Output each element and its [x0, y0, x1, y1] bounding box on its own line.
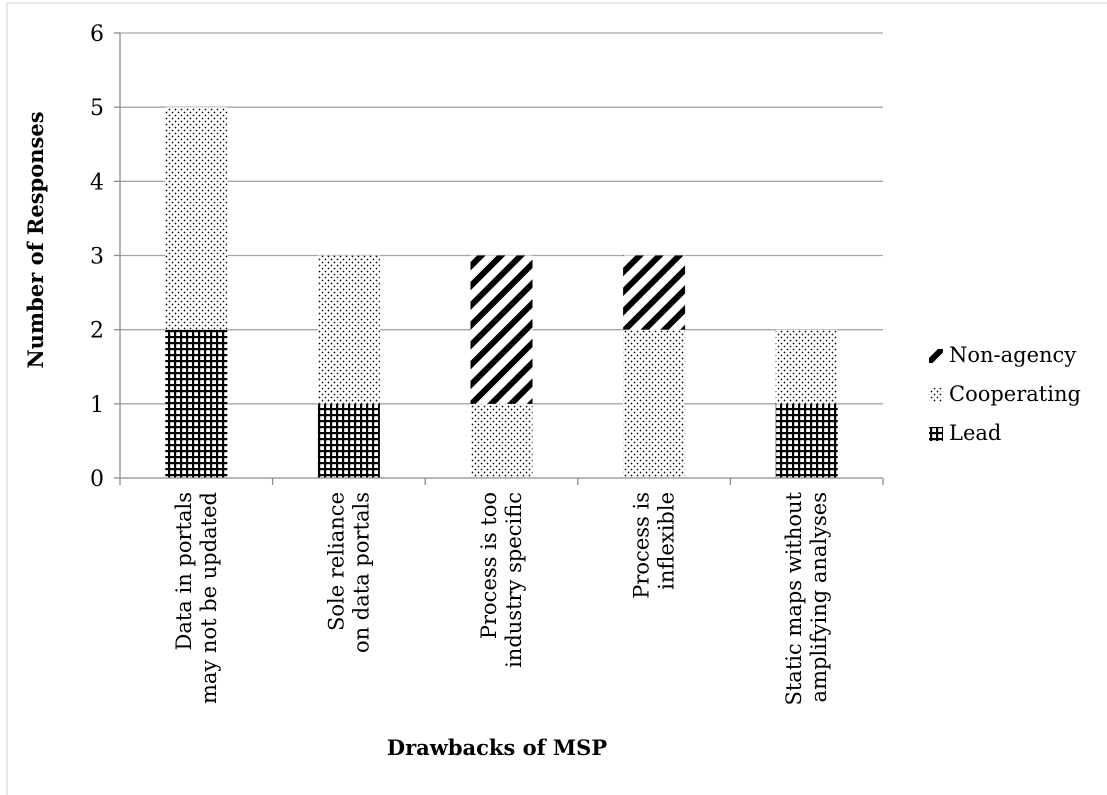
x-tick-label: inflexible: [655, 492, 679, 590]
bar-segment-lead: [775, 403, 838, 478]
y-tick-label: 6: [90, 22, 104, 47]
x-tick-label: on data portals: [349, 492, 373, 653]
x-tick-labels: Data in portals may not be updated Sole re…: [172, 491, 831, 705]
y-tick-labels: 0 1 2 3 4 5 6: [90, 22, 104, 492]
bar-segment-cooperating: [165, 107, 228, 330]
x-tick-label: Static maps without: [782, 491, 806, 705]
bar-segment-cooperating: [775, 329, 838, 404]
legend-swatch-lead: [929, 427, 943, 441]
x-axis-label: Drawbacks of MSP: [387, 735, 607, 760]
bar-segment-non-agency: [623, 255, 686, 330]
x-tick-label: Data in portals: [172, 492, 196, 650]
legend-label-non-agency: Non-agency: [949, 343, 1076, 367]
x-tick-label: Process is: [630, 492, 654, 599]
x-tick-label: may not be updated: [197, 492, 221, 704]
legend-label-lead: Lead: [949, 421, 1001, 445]
legend-swatch-non-agency: [929, 349, 943, 363]
y-axis-label: Number of Responses: [23, 111, 48, 368]
bar-segment-cooperating: [470, 403, 533, 478]
bar-segment-cooperating: [317, 255, 380, 404]
y-tick-label: 3: [90, 245, 104, 270]
bar-segment-lead: [317, 403, 380, 478]
y-tick-label: 5: [90, 96, 104, 121]
y-tick-label: 2: [90, 319, 104, 344]
y-tick-label: 1: [90, 393, 104, 418]
axes: [114, 32, 884, 485]
bar-segment-lead: [165, 329, 228, 478]
x-tick-label: Sole reliance: [324, 492, 348, 631]
legend-label-cooperating: Cooperating: [949, 382, 1081, 406]
x-tick-label: amplifying analyses: [807, 492, 831, 702]
x-tick-label: Process is too: [477, 492, 501, 639]
bar-segment-non-agency: [470, 255, 533, 404]
bar-segment-cooperating: [623, 329, 686, 478]
y-tick-label: 0: [90, 467, 104, 492]
bars: [165, 107, 838, 478]
legend-swatch-cooperating: [929, 388, 943, 402]
y-tick-label: 4: [90, 170, 104, 195]
x-tick-label: industry specific: [502, 492, 526, 668]
legend: Non-agency Cooperating Lead: [929, 343, 1081, 445]
